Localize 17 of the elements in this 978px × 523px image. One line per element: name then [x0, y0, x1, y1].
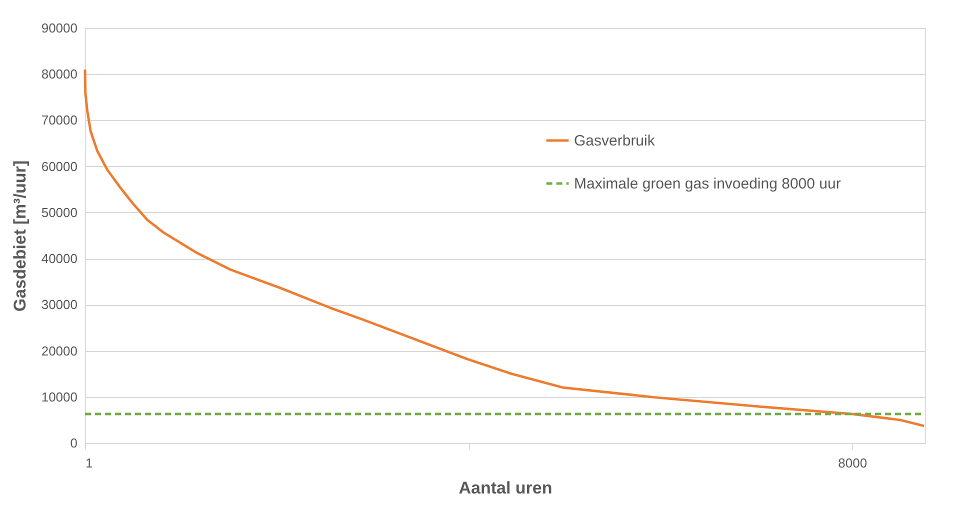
legend-label: Gasverbruik [574, 132, 656, 150]
x-axis-title: Aantal uren [458, 478, 552, 498]
y-tick-label: 50000 [41, 204, 78, 220]
y-tick-label: 60000 [41, 158, 78, 174]
x-tick-label: 1 [86, 456, 93, 470]
y-tick-label: 20000 [41, 343, 78, 358]
legend-label: Maximale groen gas invoeding 8000 uur [574, 176, 841, 192]
y-tick-label: 0 [70, 436, 78, 450]
y-tick-label: 10000 [41, 389, 78, 404]
y-tick-label: 40000 [41, 251, 78, 266]
y-tick-label: 80000 [41, 66, 78, 82]
y-tick-label: 90000 [41, 20, 78, 36]
line-series [84, 68, 926, 428]
y-axis-title: Gasdebiet [m³/uur] [10, 160, 30, 312]
y-tick-label: 30000 [41, 297, 78, 312]
x-tick-label: 8000 [838, 456, 868, 470]
y-tick-label: 70000 [41, 112, 78, 128]
